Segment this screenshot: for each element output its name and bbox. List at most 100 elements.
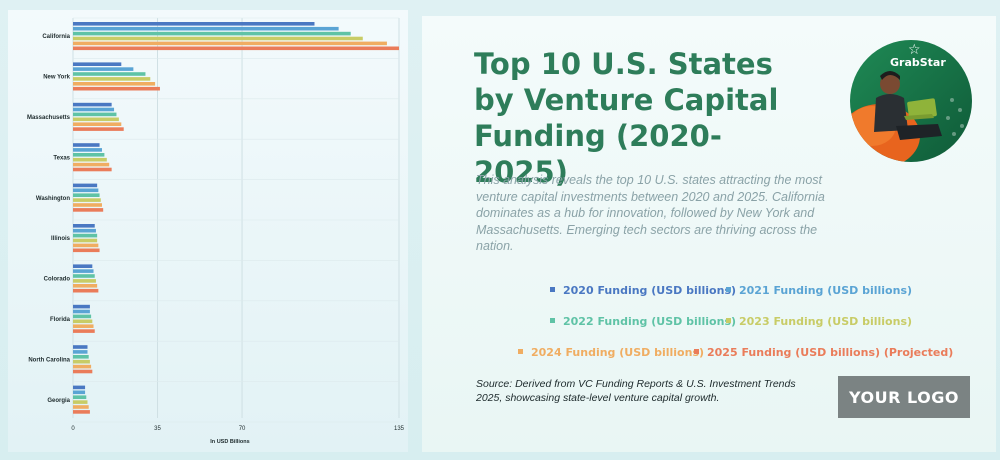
bar-georgia-4 (73, 405, 89, 409)
category-label: North Carolina (28, 357, 70, 363)
info-panel: Top 10 U.S. States by Venture Capital Fu… (422, 16, 996, 452)
legend-swatch (694, 349, 699, 354)
bar-texas-2 (73, 153, 105, 157)
bar-new-york-2 (73, 72, 146, 76)
bar-california-0 (73, 22, 315, 26)
bar-georgia-3 (73, 400, 88, 404)
bar-washington-2 (73, 193, 100, 197)
bar-florida-2 (73, 314, 92, 319)
category-label: Texas (53, 155, 70, 161)
legend-item-2024: 2024 Funding (USD billions) (518, 346, 704, 359)
x-axis-label: In USD Billions (210, 439, 249, 445)
bar-massachusetts-4 (73, 122, 122, 126)
bar-massachusetts-5 (73, 127, 124, 131)
legend-label: 2023 Funding (USD billions) (739, 315, 913, 328)
bar-washington-5 (73, 208, 104, 212)
bar-colorado-1 (73, 269, 94, 273)
bar-north-carolina-5 (73, 369, 93, 374)
bar-california-4 (73, 41, 387, 46)
legend-label: 2020 Funding (USD billions) (563, 284, 737, 297)
bar-washington-4 (73, 203, 102, 207)
chart-panel: California New York Massachusetts Texas Wash… (8, 10, 408, 452)
bar-florida-3 (73, 319, 93, 324)
category-label: New York (43, 75, 70, 81)
bar-north-carolina-2 (73, 355, 89, 359)
bar-california-1 (73, 26, 339, 31)
bar-colorado-3 (73, 279, 96, 283)
bar-florida-4 (73, 324, 94, 328)
legend-label: 2022 Funding (USD billions) (563, 315, 737, 328)
page-title: Top 10 U.S. States by Venture Capital Fu… (474, 47, 779, 189)
bar-texas-0 (73, 143, 100, 147)
x-tick-label: 0 (71, 426, 75, 432)
category-label: Colorado (44, 277, 71, 283)
bar-illinois-0 (73, 224, 95, 228)
bar-texas-4 (73, 162, 110, 167)
bar-new-york-3 (73, 77, 151, 81)
legend-swatch (550, 287, 555, 292)
legend-swatch (726, 318, 731, 323)
x-tick-label: 35 (154, 426, 161, 432)
bar-massachusetts-2 (73, 112, 117, 117)
x-tick-label: 70 (239, 426, 246, 432)
legend-item-2021: 2021 Funding (USD billions) (726, 284, 912, 297)
legend-item-2020: 2020 Funding (USD billions) (550, 284, 736, 297)
bar-texas-3 (73, 157, 107, 162)
legend-label: 2021 Funding (USD billions) (739, 284, 913, 297)
legend-label: 2024 Funding (USD billions) (531, 346, 705, 359)
bar-illinois-5 (73, 248, 100, 253)
legend-item-2022: 2022 Funding (USD billions) (550, 315, 736, 328)
bar-texas-1 (73, 148, 102, 152)
bar-georgia-0 (73, 385, 86, 390)
bar-illinois-3 (73, 238, 98, 243)
legend-label: 2025 Funding (USD billions) (Projected) (707, 346, 954, 359)
bar-colorado-2 (73, 274, 95, 278)
bar-new-york-1 (73, 67, 134, 71)
bar-washington-3 (73, 198, 101, 202)
bar-new-york-5 (73, 86, 160, 91)
star-icon: ☆ (908, 42, 921, 58)
category-label: Massachusetts (27, 115, 71, 121)
bar-georgia-1 (73, 390, 86, 395)
legend-swatch (726, 287, 731, 292)
bar-massachusetts-0 (73, 102, 112, 107)
bar-florida-0 (73, 304, 90, 309)
bar-colorado-0 (73, 264, 93, 268)
legend-swatch (550, 318, 555, 323)
bar-north-carolina-1 (73, 350, 88, 354)
bar-colorado-5 (73, 288, 99, 293)
x-tick-label: 135 (394, 426, 405, 432)
legend-item-2025: 2025 Funding (USD billions) (Projected) (694, 346, 953, 359)
bar-massachusetts-1 (73, 107, 115, 112)
bar-illinois-1 (73, 228, 96, 233)
bar-texas-5 (73, 167, 112, 172)
bar-north-carolina-0 (73, 345, 88, 349)
bar-massachusetts-3 (73, 117, 119, 122)
category-label: Illinois (51, 236, 71, 242)
bar-florida-1 (73, 309, 90, 314)
bar-washington-1 (73, 188, 99, 193)
legend-swatch (518, 349, 523, 354)
bar-california-3 (73, 36, 363, 41)
bar-florida-5 (73, 329, 95, 333)
category-label: Georgia (47, 398, 70, 404)
legend-item-2023: 2023 Funding (USD billions) (726, 315, 912, 328)
bar-north-carolina-4 (73, 364, 92, 369)
bar-washington-0 (73, 183, 98, 188)
category-label: Washington (36, 196, 70, 202)
source-note: Source: Derived from VC Funding Reports … (476, 378, 796, 404)
bar-georgia-2 (73, 395, 87, 399)
bar-illinois-2 (73, 233, 98, 238)
logo-placeholder: YOUR LOGO (838, 376, 970, 418)
description-text: This analysis reveals the top 10 U.S. st… (476, 173, 825, 253)
presenter-photo: ☆ GrabStar (850, 40, 972, 162)
bar-california-5 (73, 46, 399, 51)
category-label: California (42, 34, 70, 40)
bar-chart: California New York Massachusetts Texas Wash… (27, 17, 405, 445)
bar-north-carolina-3 (73, 359, 90, 364)
bar-colorado-4 (73, 284, 98, 288)
bar-new-york-0 (73, 62, 122, 66)
brand-label: ☆ GrabStar (890, 42, 946, 69)
bar-georgia-5 (73, 410, 90, 414)
category-label: Florida (50, 317, 71, 323)
